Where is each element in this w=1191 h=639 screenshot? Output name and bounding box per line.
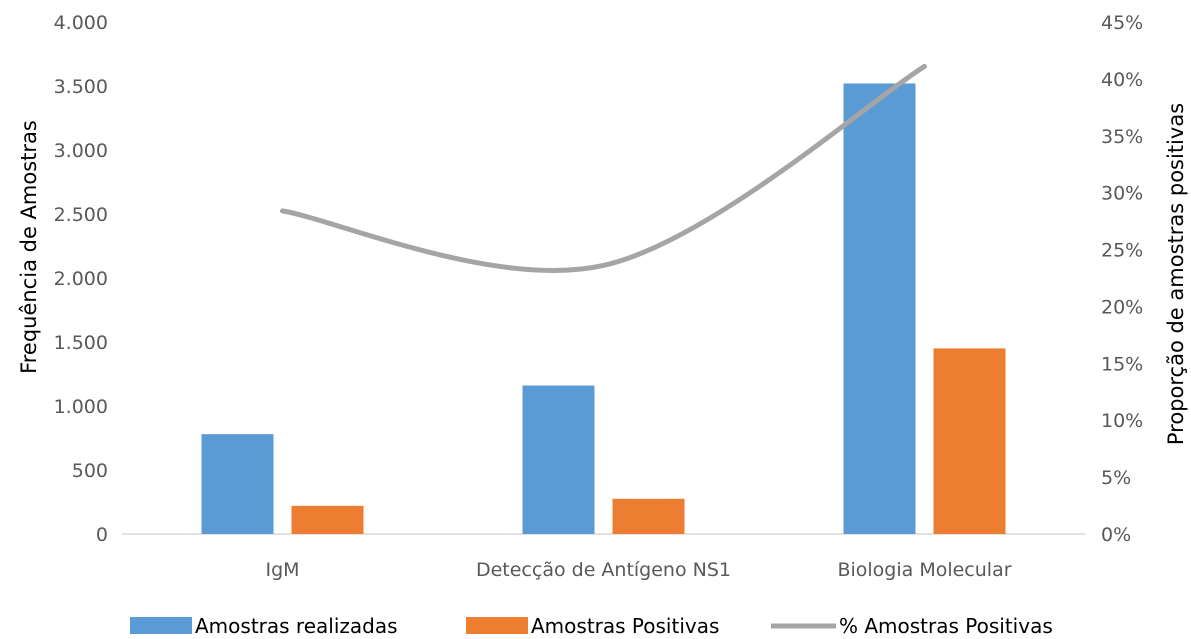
x-axis: IgM Detecção de Antígeno NS1 Biologia Mole… [265,559,1011,581]
bar-amostras-realizadas [843,83,916,534]
bar-amostras-positivas [291,505,364,534]
bar-amostras-realizadas [522,385,595,534]
y-right-tick-label: 45% [1101,12,1143,34]
bars [201,83,1006,534]
x-category-label: IgM [265,559,299,581]
y-left-tick-label: 3.000 [54,140,108,162]
y-right-tick-label: 30% [1101,183,1143,205]
left-axis: 0 500 1.000 1.500 2.000 2.500 3.000 3.500 4.000 [54,12,108,546]
y-left-tick-label: 3.500 [54,76,108,98]
y-right-tick-label: 20% [1101,296,1143,318]
y-axis-left-title: Frequência de Amostras [17,120,41,374]
x-category-label: Detecção de Antígeno NS1 [476,559,731,581]
y-right-tick-label: 40% [1101,69,1143,91]
bar-amostras-positivas [933,348,1006,534]
y-left-tick-label: 1.000 [54,396,108,418]
y-right-tick-label: 10% [1101,410,1143,432]
y-axis-right-title: Proporção de amostras positivas [1164,103,1188,445]
y-left-tick-label: 0 [96,524,108,546]
legend-label: Amostras realizadas [195,614,398,638]
right-axis: 0% 5% 10% 15% 20% 25% 30% 35% 40% 45% [1101,12,1143,546]
legend: Amostras realizadas Amostras Positivas % A… [130,614,1053,638]
legend-swatch [130,617,192,634]
y-left-tick-label: 2.500 [54,204,108,226]
y-right-tick-label: 0% [1101,524,1131,546]
bar-amostras-realizadas [201,434,274,534]
x-category-label: Biologia Molecular [837,559,1011,581]
y-right-tick-label: 35% [1101,126,1143,148]
y-left-tick-label: 4.000 [54,12,108,34]
bar-amostras-positivas [612,498,685,534]
y-right-tick-label: 25% [1101,240,1143,262]
legend-swatch [466,617,528,634]
line-percent-positive [280,63,927,273]
y-right-tick-label: 5% [1101,467,1131,489]
line-series [280,63,927,273]
y-right-tick-label: 15% [1101,353,1143,375]
y-left-tick-label: 1.500 [54,332,108,354]
y-left-tick-label: 500 [72,460,108,482]
legend-label: Amostras Positivas [531,614,719,638]
y-left-tick-label: 2.000 [54,268,108,290]
legend-label: % Amostras Positivas [839,614,1053,638]
